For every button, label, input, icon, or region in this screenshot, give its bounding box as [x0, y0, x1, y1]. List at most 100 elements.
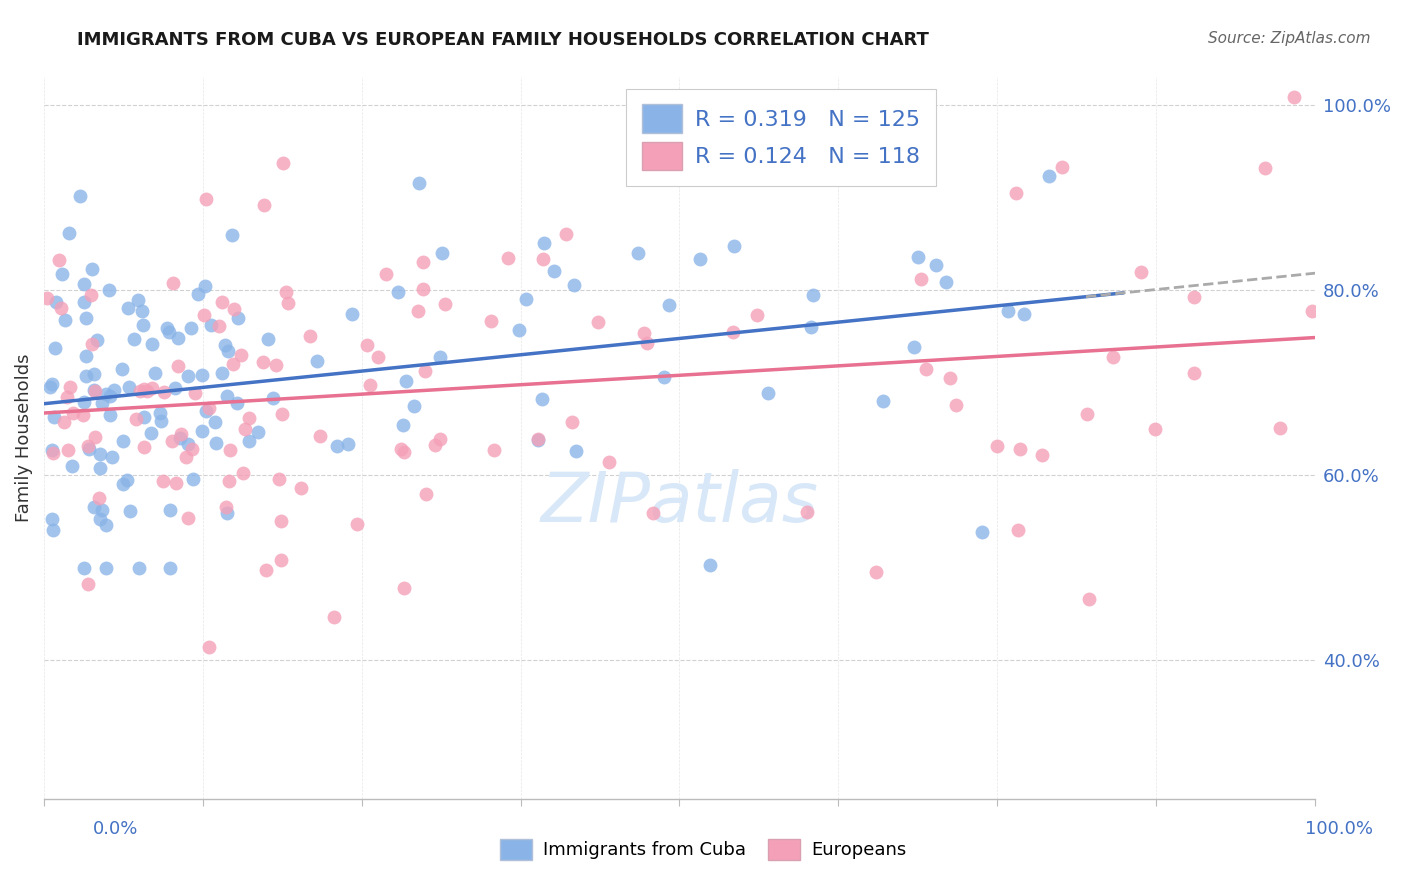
Point	[756, 386, 779, 401]
Point	[167, 331, 190, 345]
Point	[90, 395, 112, 409]
Point	[75, 310, 97, 325]
Point	[94, 560, 117, 574]
Point	[200, 318, 222, 333]
Point	[205, 435, 228, 450]
Point	[402, 400, 425, 414]
Point	[214, 338, 236, 352]
Point	[423, 438, 446, 452]
Point	[125, 412, 148, 426]
Point	[214, 500, 236, 514]
Point	[412, 255, 434, 269]
Point	[326, 439, 349, 453]
Point	[801, 288, 824, 302]
Point	[910, 272, 932, 286]
Point	[204, 415, 226, 429]
Point	[1301, 303, 1323, 318]
Point	[132, 382, 155, 396]
Point	[643, 506, 665, 520]
Point	[768, 128, 790, 143]
Point	[132, 440, 155, 454]
Point	[83, 367, 105, 381]
Point	[98, 388, 121, 402]
Point	[939, 371, 962, 385]
Point	[89, 512, 111, 526]
Point	[872, 394, 894, 409]
Point	[132, 318, 155, 333]
Point	[98, 408, 121, 422]
Point	[533, 235, 555, 250]
Point	[165, 475, 187, 490]
Point	[226, 311, 249, 326]
Point	[187, 287, 209, 301]
Point	[389, 442, 412, 457]
Point	[101, 450, 124, 464]
Text: Source: ZipAtlas.com: Source: ZipAtlas.com	[1208, 31, 1371, 46]
Point	[924, 258, 946, 272]
Point	[41, 376, 63, 391]
Point	[73, 294, 96, 309]
Point	[530, 392, 553, 407]
Point	[217, 506, 239, 520]
Point	[1012, 307, 1035, 321]
Point	[41, 511, 63, 525]
Point	[323, 609, 346, 624]
Point	[77, 440, 100, 454]
Point	[562, 277, 585, 292]
Point	[118, 503, 141, 517]
Point	[1182, 290, 1205, 304]
Point	[935, 276, 957, 290]
Point	[89, 461, 111, 475]
Point	[337, 437, 360, 451]
Point	[181, 442, 204, 456]
Point	[346, 517, 368, 532]
Point	[139, 426, 162, 441]
Point	[118, 380, 141, 394]
Point	[153, 384, 176, 399]
Point	[689, 252, 711, 266]
Point	[986, 439, 1008, 453]
Point	[152, 475, 174, 489]
Point	[257, 332, 280, 346]
Point	[1052, 161, 1074, 175]
Point	[52, 415, 75, 429]
Text: IMMIGRANTS FROM CUBA VS EUROPEAN FAMILY HOUSEHOLDS CORRELATION CHART: IMMIGRANTS FROM CUBA VS EUROPEAN FAMILY …	[77, 31, 929, 49]
Point	[252, 355, 274, 369]
Point	[103, 383, 125, 397]
Point	[159, 560, 181, 574]
Point	[1078, 592, 1101, 607]
Point	[77, 576, 100, 591]
Point	[191, 368, 214, 383]
Point	[89, 447, 111, 461]
Point	[298, 329, 321, 343]
Point	[276, 285, 298, 299]
Point	[945, 398, 967, 412]
Point	[83, 429, 105, 443]
Point	[543, 264, 565, 278]
Point	[177, 369, 200, 384]
Point	[415, 487, 437, 501]
Point	[408, 176, 430, 190]
Point	[157, 325, 180, 339]
Point	[432, 245, 454, 260]
Point	[252, 198, 274, 212]
Point	[184, 386, 207, 401]
Point	[247, 425, 270, 439]
Point	[799, 320, 821, 334]
Point	[159, 503, 181, 517]
Point	[359, 377, 381, 392]
Point	[191, 424, 214, 438]
Point	[127, 293, 149, 307]
Point	[218, 443, 240, 458]
Point	[796, 506, 818, 520]
Point	[508, 323, 530, 337]
Point	[150, 414, 173, 428]
Point	[633, 326, 655, 340]
Point	[94, 387, 117, 401]
Point	[903, 340, 925, 354]
Point	[195, 403, 218, 417]
Point	[218, 475, 240, 489]
Point	[367, 350, 389, 364]
Point	[194, 279, 217, 293]
Point	[290, 481, 312, 495]
